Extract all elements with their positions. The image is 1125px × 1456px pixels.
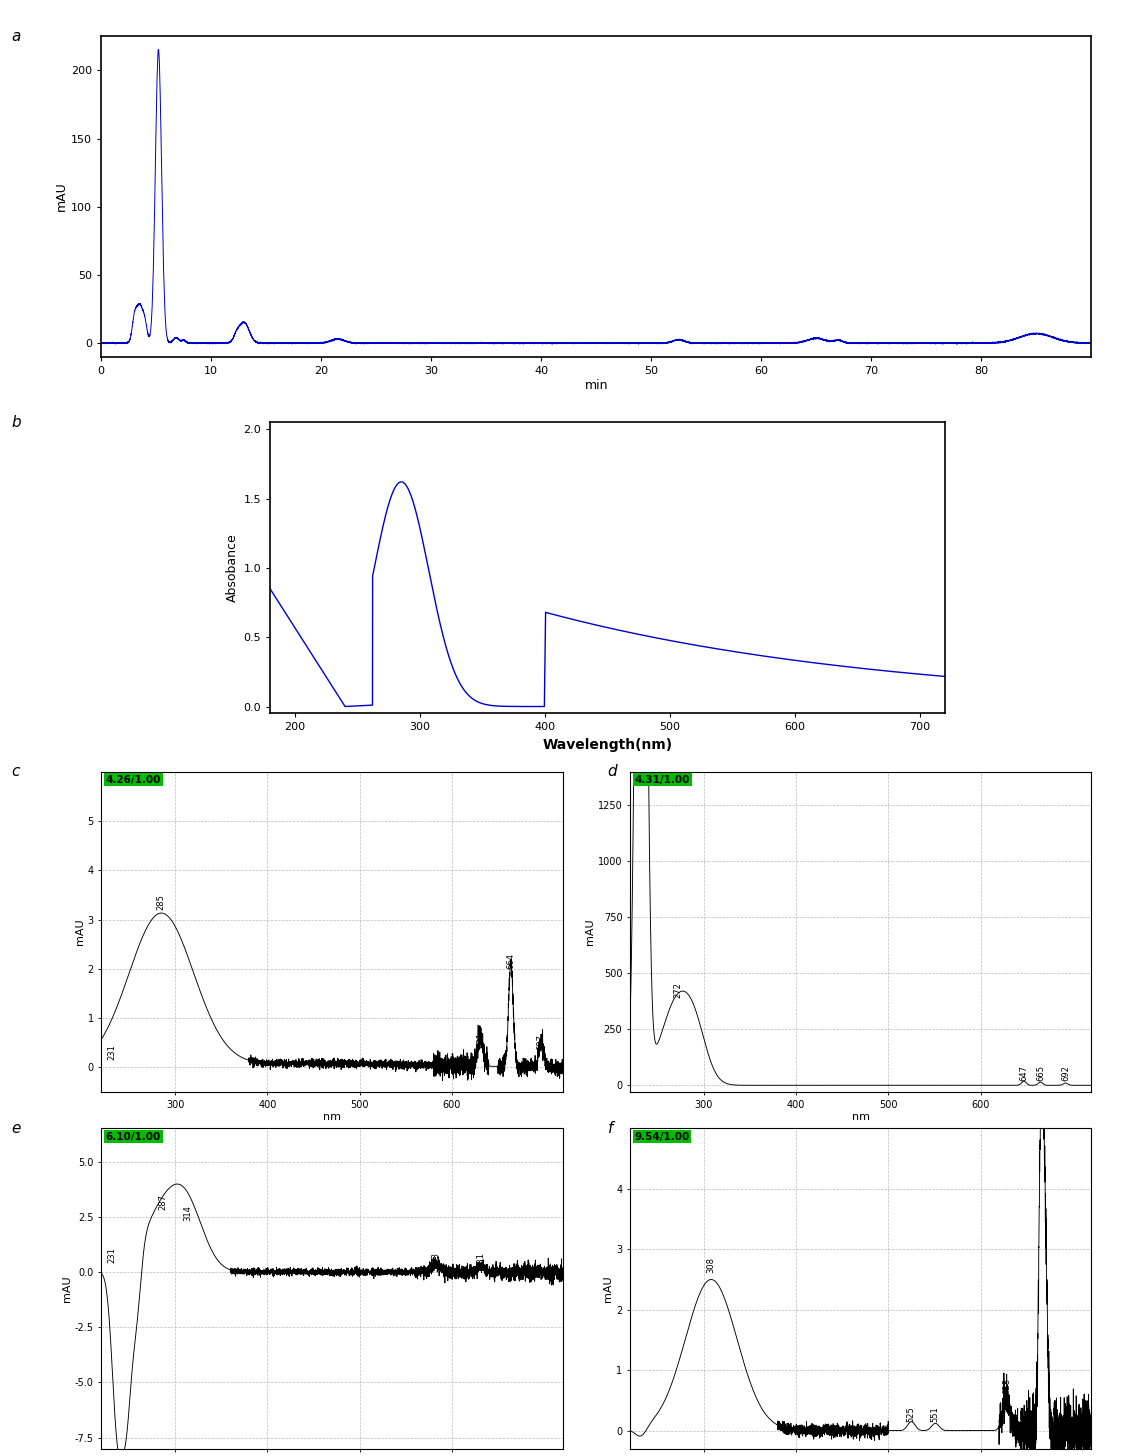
Y-axis label: mAU: mAU [585, 919, 595, 945]
Text: 631: 631 [476, 1032, 485, 1048]
Y-axis label: Absobance: Absobance [226, 533, 238, 603]
Text: c: c [11, 764, 19, 779]
Text: 697: 697 [537, 1034, 546, 1050]
Y-axis label: mAU: mAU [603, 1275, 613, 1302]
Text: d: d [608, 764, 618, 779]
Text: a: a [11, 29, 20, 44]
Text: f: f [608, 1121, 613, 1136]
X-axis label: nm: nm [852, 1112, 870, 1123]
Y-axis label: mAU: mAU [55, 182, 69, 211]
Text: 628: 628 [1002, 1379, 1011, 1395]
Text: 692: 692 [1061, 1064, 1070, 1080]
Text: 6.10/1.00: 6.10/1.00 [106, 1131, 161, 1142]
Text: 4.31/1.00: 4.31/1.00 [634, 775, 690, 785]
Text: 314: 314 [183, 1206, 192, 1222]
Text: 665: 665 [1036, 1064, 1045, 1080]
Text: e: e [11, 1121, 20, 1136]
Text: 664: 664 [506, 952, 515, 968]
X-axis label: nm: nm [323, 1112, 341, 1123]
Text: 647: 647 [1019, 1064, 1028, 1080]
Text: 583: 583 [432, 1252, 441, 1268]
X-axis label: min: min [585, 379, 608, 392]
Text: b: b [11, 415, 21, 430]
Text: 308: 308 [706, 1258, 716, 1274]
Text: 272: 272 [674, 981, 683, 997]
Text: 525: 525 [907, 1406, 916, 1421]
Text: 631: 631 [476, 1252, 485, 1268]
Text: 231: 231 [107, 1044, 116, 1060]
Text: 231: 231 [107, 1248, 116, 1264]
Y-axis label: mAU: mAU [74, 919, 84, 945]
Text: 9.54/1.00: 9.54/1.00 [634, 1131, 690, 1142]
X-axis label: Wavelength(nm): Wavelength(nm) [542, 738, 673, 751]
Text: 551: 551 [930, 1406, 939, 1421]
Text: 287: 287 [159, 1194, 168, 1210]
Text: 4.26/1.00: 4.26/1.00 [106, 775, 161, 785]
Y-axis label: mAU: mAU [62, 1275, 72, 1302]
Text: 285: 285 [156, 894, 165, 910]
